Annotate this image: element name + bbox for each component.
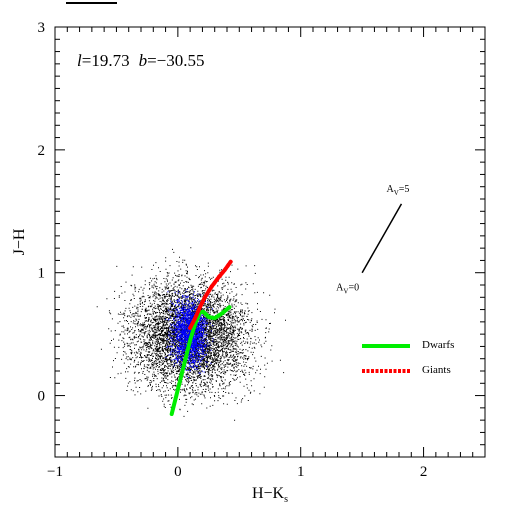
- reddening-vector-line: [361, 203, 403, 274]
- reddening-vector: [361, 203, 403, 274]
- coordinates-annotation: l=19.73 b=−30.55: [77, 51, 205, 70]
- model-curves: [169, 259, 233, 416]
- series-giants: [188, 259, 233, 330]
- av-end-label: AV=5: [386, 184, 409, 197]
- y-tick-label: 2: [38, 143, 46, 159]
- x-tick-label: 0: [174, 464, 182, 480]
- legend-dwarfs-label: Dwarfs: [422, 339, 454, 351]
- plot-frame: [54, 26, 486, 458]
- y-tick-label: 1: [38, 266, 46, 282]
- av-start-label: AV=0: [336, 283, 359, 296]
- y-axis-label: J−H: [11, 228, 28, 255]
- legend: Dwarfs Giants: [362, 339, 454, 376]
- legend-giants-label: Giants: [422, 364, 451, 376]
- scatter-points: [96, 247, 286, 421]
- x-axis-label: H−Ks: [252, 485, 288, 505]
- x-tick-label: 1: [297, 464, 305, 480]
- axis-ticks: [54, 26, 486, 458]
- x-tick-label: 2: [420, 464, 428, 480]
- x-tick-label: −1: [47, 464, 63, 480]
- y-tick-label: 3: [38, 20, 46, 36]
- y-tick-label: 0: [38, 389, 46, 405]
- tick-labels: −1 0 1 2 0 1 2 3: [38, 20, 428, 480]
